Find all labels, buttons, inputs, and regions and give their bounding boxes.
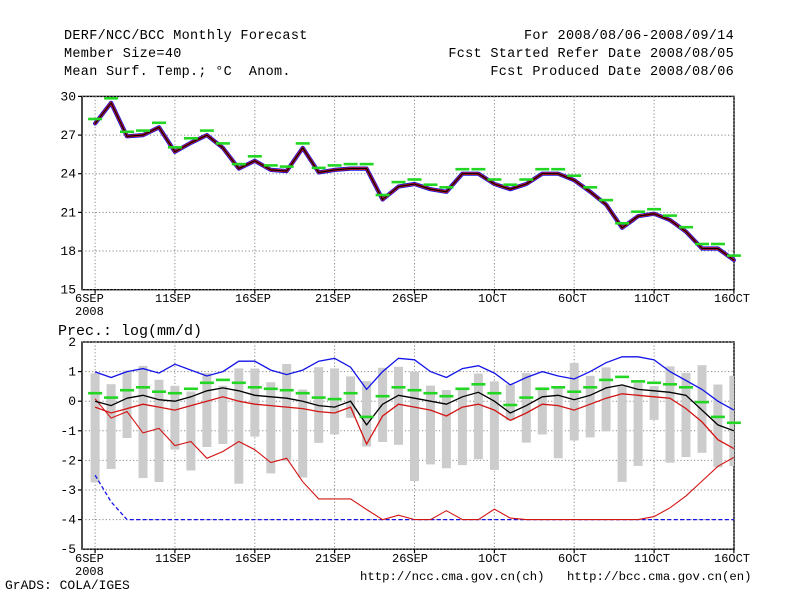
svg-text:2: 2	[68, 335, 76, 350]
svg-text:11SEP: 11SEP	[155, 292, 191, 306]
svg-text:18: 18	[60, 244, 76, 259]
svg-text:30: 30	[60, 90, 76, 105]
svg-text:1OCT: 1OCT	[478, 552, 507, 566]
svg-text:6SEP: 6SEP	[75, 292, 104, 306]
svg-text:Prec.: log(mm/d): Prec.: log(mm/d)	[58, 323, 202, 340]
svg-text:-5: -5	[60, 542, 76, 557]
svg-text:2008: 2008	[75, 305, 104, 319]
svg-text:15: 15	[60, 283, 76, 298]
svg-text:1OCT: 1OCT	[478, 292, 507, 306]
svg-text:11SEP: 11SEP	[155, 552, 191, 566]
svg-text:16OCT: 16OCT	[714, 552, 750, 566]
svg-text:26SEP: 26SEP	[392, 552, 428, 566]
svg-text:2008: 2008	[75, 565, 104, 579]
svg-text:21SEP: 21SEP	[315, 552, 351, 566]
svg-text:6OCT: 6OCT	[558, 292, 587, 306]
svg-text:16SEP: 16SEP	[235, 292, 271, 306]
svg-text:26SEP: 26SEP	[392, 292, 428, 306]
svg-text:24: 24	[60, 167, 76, 182]
svg-text:11OCT: 11OCT	[634, 292, 670, 306]
svg-text:11OCT: 11OCT	[634, 552, 670, 566]
svg-text:-4: -4	[60, 513, 76, 528]
svg-text:27: 27	[60, 128, 76, 143]
svg-text:0: 0	[68, 394, 76, 409]
svg-text:-2: -2	[60, 453, 76, 468]
svg-text:-1: -1	[60, 424, 76, 439]
svg-text:16SEP: 16SEP	[235, 552, 271, 566]
svg-text:21SEP: 21SEP	[315, 292, 351, 306]
svg-text:-3: -3	[60, 483, 76, 498]
svg-text:16OCT: 16OCT	[714, 292, 750, 306]
svg-text:6OCT: 6OCT	[558, 552, 587, 566]
svg-text:6SEP: 6SEP	[75, 552, 104, 566]
svg-text:1: 1	[68, 365, 76, 380]
svg-text:21: 21	[60, 205, 76, 220]
